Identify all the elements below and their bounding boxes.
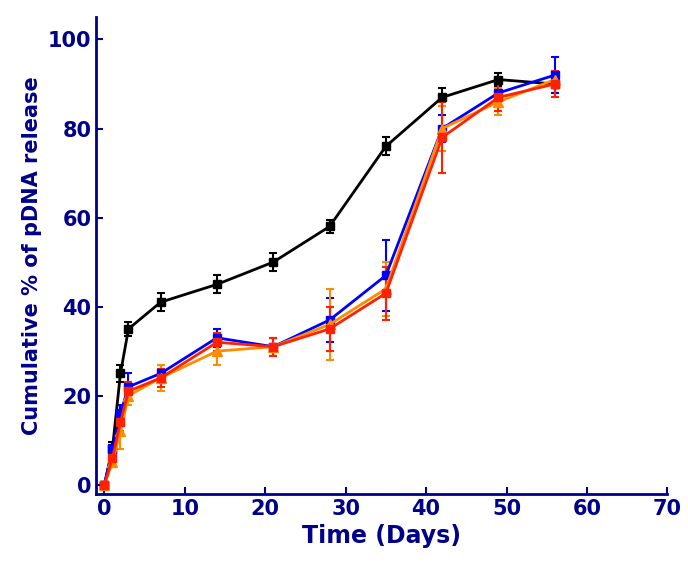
X-axis label: Time (Days): Time (Days) [302, 524, 462, 548]
Y-axis label: Cumulative % of pDNA release: Cumulative % of pDNA release [23, 76, 43, 435]
